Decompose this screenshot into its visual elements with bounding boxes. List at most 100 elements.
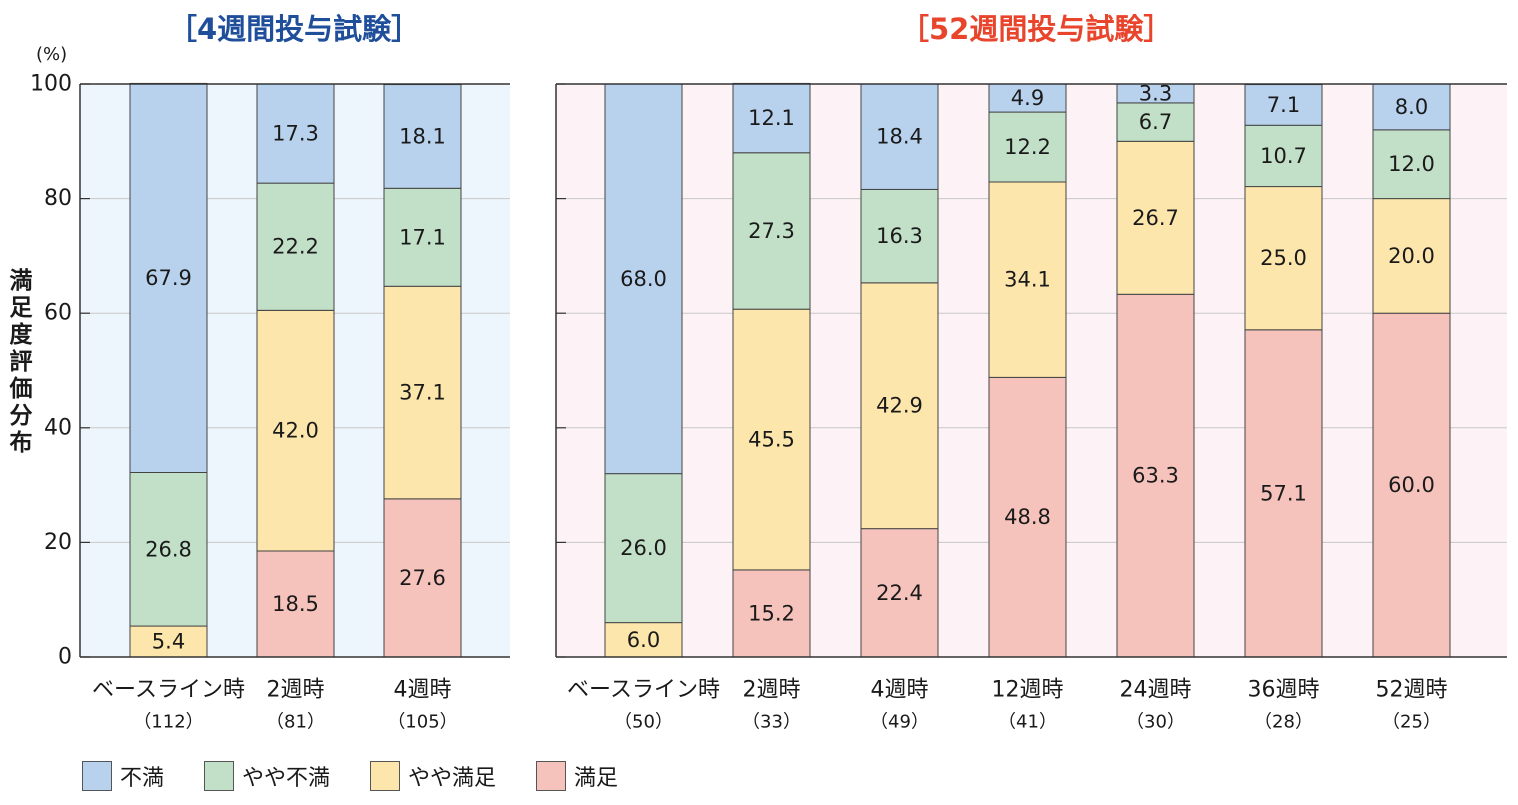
legend-item-somewhat-dissatisfied: やや不満 <box>204 760 330 792</box>
x-tick-label: 12週時 <box>992 678 1064 703</box>
legend-label-somewhat-dissatisfied: やや不満 <box>242 766 331 791</box>
data-label: 37.1 <box>399 381 446 405</box>
bar-segment <box>988 181 1067 378</box>
data-label: 45.5 <box>748 428 795 452</box>
bar-segment <box>129 471 208 627</box>
data-label: 20.0 <box>1388 244 1435 268</box>
bar-segment <box>383 187 462 287</box>
x-tick-label: 2週時 <box>743 678 801 703</box>
data-label: 17.3 <box>272 122 319 146</box>
y-tick-label: 60 <box>44 301 72 326</box>
legend-item-satisfied: 満足 <box>536 760 618 792</box>
bar-segment <box>860 528 939 658</box>
data-label: 26.0 <box>620 536 667 560</box>
x-tick-n-label: （50） <box>614 712 673 733</box>
data-label: 26.7 <box>1132 206 1179 230</box>
bar-segment <box>732 82 811 154</box>
bar-segment <box>383 498 462 658</box>
x-tick-n-label: （28） <box>1254 712 1313 733</box>
bar-segment <box>1116 102 1195 142</box>
x-tick-n-label: （33） <box>742 712 801 733</box>
bar-segment <box>732 569 811 658</box>
data-label: 18.1 <box>399 124 446 148</box>
data-label: 4.9 <box>1011 86 1044 110</box>
bar-segment <box>256 309 335 552</box>
legend-swatch-satisfied <box>536 761 567 791</box>
bar-segment <box>988 111 1067 183</box>
data-label: 48.8 <box>1004 505 1051 529</box>
legend-label-satisfied: 満足 <box>574 766 619 791</box>
y-axis-label: 満足度評価分布 <box>9 268 33 456</box>
data-label: 17.1 <box>399 225 446 249</box>
x-tick-n-label: （81） <box>266 712 325 733</box>
y-tick-label: 0 <box>58 645 72 670</box>
y-axis-unit: (%) <box>36 44 68 65</box>
data-label: 6.7 <box>1139 110 1172 134</box>
data-label: 22.4 <box>876 581 923 605</box>
legend-item-dissatisfied: 不満 <box>82 760 164 792</box>
bar-segment <box>604 473 683 624</box>
data-label: 15.2 <box>748 601 795 625</box>
y-tick-label: 20 <box>44 530 72 555</box>
bar-segment <box>1244 329 1323 658</box>
x-tick-n-label: （25） <box>1382 712 1441 733</box>
data-label: 60.0 <box>1388 473 1435 497</box>
legend-label-somewhat-satisfied: やや満足 <box>408 766 497 791</box>
data-label: 10.7 <box>1260 144 1307 168</box>
bar-segment <box>604 83 683 475</box>
x-tick-n-label: （112） <box>133 712 203 733</box>
bar-segment <box>1244 124 1323 188</box>
legend-item-somewhat-satisfied: やや満足 <box>370 760 496 792</box>
bar-segment <box>732 152 811 310</box>
data-label: 8.0 <box>1395 95 1428 119</box>
data-label: 18.5 <box>272 592 319 616</box>
y-tick-label: 80 <box>44 186 72 211</box>
bar-segment <box>1244 186 1323 331</box>
x-tick-label: 24週時 <box>1120 678 1192 703</box>
data-label: 5.4 <box>152 630 185 654</box>
data-label: 57.1 <box>1260 481 1307 505</box>
bar-segment <box>1372 83 1451 131</box>
bar-segment <box>1372 129 1451 200</box>
data-label: 42.9 <box>876 394 923 418</box>
x-tick-n-label: （105） <box>387 712 457 733</box>
x-tick-label: ベースライン時 <box>92 678 245 703</box>
bar-segment <box>1244 84 1323 126</box>
y-tick-label: 40 <box>44 415 72 440</box>
bar-segment <box>256 83 335 184</box>
x-tick-n-label: （41） <box>998 712 1057 733</box>
data-label: 22.2 <box>272 235 319 259</box>
y-tick-label: 100 <box>30 72 72 97</box>
legend: 不満 やや不満 やや満足 満足 <box>82 760 658 792</box>
x-tick-n-label: （49） <box>870 712 929 733</box>
bar-segment <box>604 622 683 658</box>
x-tick-label: 36週時 <box>1248 678 1320 703</box>
data-label: 16.3 <box>876 224 923 248</box>
x-tick-label: ベースライン時 <box>567 678 720 703</box>
data-label: 42.0 <box>272 419 319 443</box>
legend-label-dissatisfied: 不満 <box>120 766 165 791</box>
data-label: 12.1 <box>748 106 795 130</box>
x-tick-label: 52週時 <box>1376 678 1448 703</box>
chart-title-4-week: ［4週間投与試験］ <box>168 12 421 46</box>
data-label: 12.2 <box>1004 135 1051 159</box>
bar-segment <box>860 188 939 284</box>
x-tick-label: 4週時 <box>394 678 452 703</box>
bar-segment <box>1372 312 1451 658</box>
data-label: 34.1 <box>1004 268 1051 292</box>
x-tick-n-label: （30） <box>1126 712 1185 733</box>
data-label: 68.0 <box>620 267 667 291</box>
chart-title-52-week: ［52週間投与試験］ <box>900 12 1173 46</box>
data-label: 12.0 <box>1388 152 1435 176</box>
data-label: 63.3 <box>1132 464 1179 488</box>
bar-segment <box>988 83 1067 113</box>
bar-segment <box>1372 198 1451 314</box>
bar-segment <box>860 83 939 190</box>
data-label: 3.3 <box>1139 81 1172 105</box>
data-label: 26.8 <box>145 537 192 561</box>
data-label: 27.6 <box>399 566 446 590</box>
bar-segment <box>383 84 462 189</box>
bar-segment <box>860 282 939 530</box>
data-label: 6.0 <box>627 628 660 652</box>
